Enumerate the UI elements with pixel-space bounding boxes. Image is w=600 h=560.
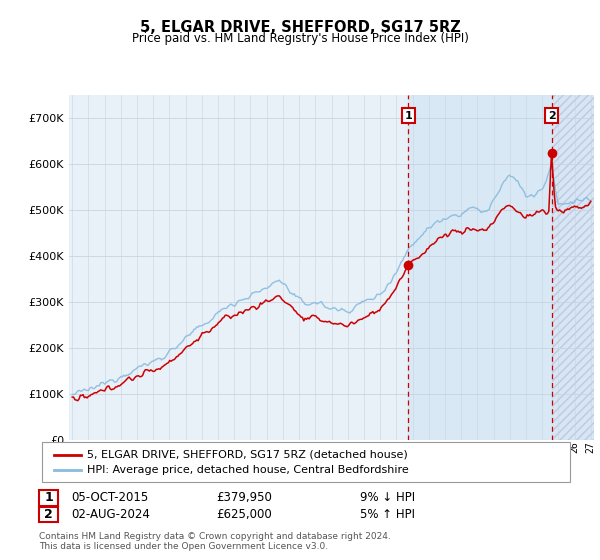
Text: 2: 2 <box>548 111 556 121</box>
Text: 05-OCT-2015: 05-OCT-2015 <box>71 491 148 505</box>
Text: Price paid vs. HM Land Registry's House Price Index (HPI): Price paid vs. HM Land Registry's House … <box>131 32 469 45</box>
Text: 5, ELGAR DRIVE, SHEFFORD, SG17 5RZ: 5, ELGAR DRIVE, SHEFFORD, SG17 5RZ <box>140 20 460 35</box>
Text: 1: 1 <box>44 491 53 505</box>
Bar <box>551 95 596 440</box>
Bar <box>551 95 596 440</box>
Text: 5, ELGAR DRIVE, SHEFFORD, SG17 5RZ (detached house): 5, ELGAR DRIVE, SHEFFORD, SG17 5RZ (deta… <box>87 450 408 460</box>
Text: 2: 2 <box>44 508 53 521</box>
Text: 1: 1 <box>404 111 412 121</box>
Text: 5% ↑ HPI: 5% ↑ HPI <box>360 508 415 521</box>
Text: £379,950: £379,950 <box>216 491 272 505</box>
Text: 9% ↓ HPI: 9% ↓ HPI <box>360 491 415 505</box>
Bar <box>551 95 596 440</box>
Text: Contains HM Land Registry data © Crown copyright and database right 2024.
This d: Contains HM Land Registry data © Crown c… <box>39 532 391 552</box>
Text: 02-AUG-2024: 02-AUG-2024 <box>71 508 149 521</box>
Bar <box>409 95 596 440</box>
Text: HPI: Average price, detached house, Central Bedfordshire: HPI: Average price, detached house, Cent… <box>87 465 409 475</box>
Text: £625,000: £625,000 <box>216 508 272 521</box>
